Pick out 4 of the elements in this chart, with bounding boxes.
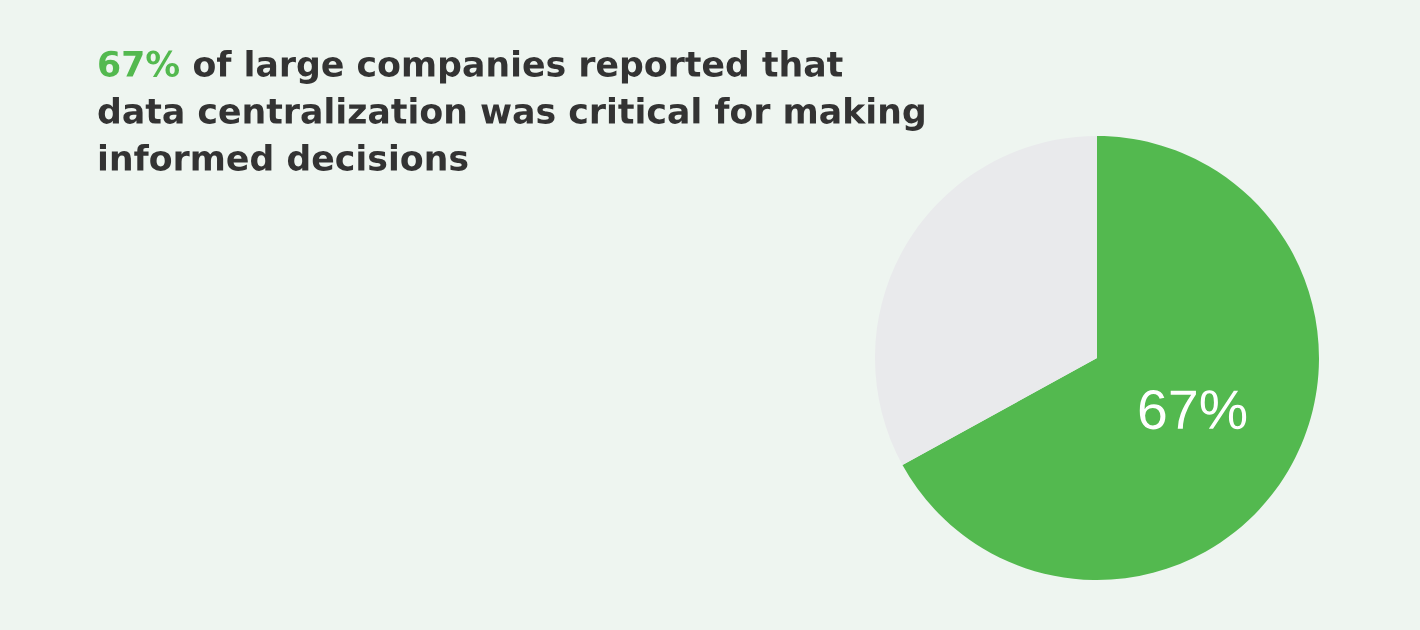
pie-slice — [902, 136, 1319, 580]
text: 67% of large companies reported that data centralization was critical for making informed decisions — [98, 50, 924, 171]
pie-slice — [875, 136, 1097, 465]
data-label: 67% — [1139, 390, 1247, 430]
